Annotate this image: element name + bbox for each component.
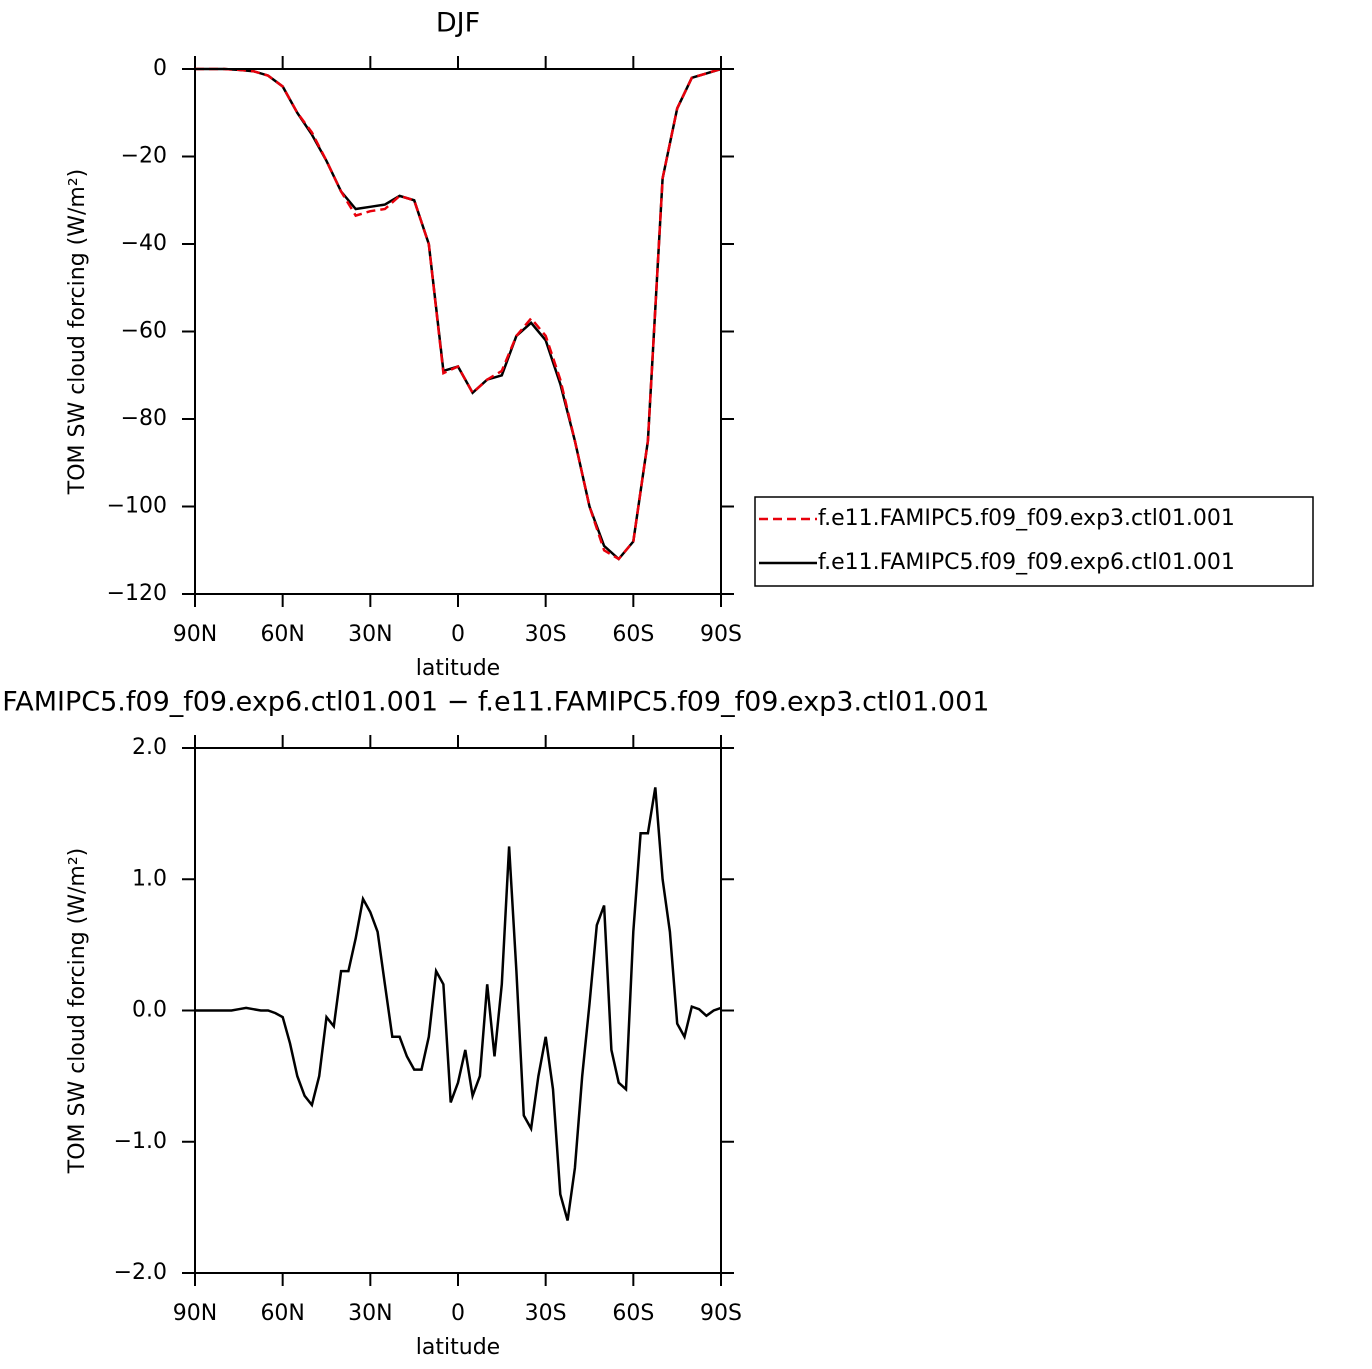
y-tick-label: −2.0 [114, 1260, 167, 1285]
y-tick-label: −80 [121, 406, 167, 431]
y-tick-label: −120 [107, 581, 167, 606]
x-axis-label: latitude [416, 656, 500, 681]
y-axis-label: TOM SW cloud forcing (W/m²) [65, 848, 90, 1174]
x-tick-label: 30N [348, 622, 392, 647]
legend-label: f.e11.FAMIPC5.f09_f09.exp6.ctl01.001 [818, 550, 1235, 575]
data-line [195, 787, 722, 1221]
x-tick-label: 90S [700, 622, 742, 647]
chart-title: DJF [436, 8, 480, 39]
x-tick-label: 0 [451, 1301, 465, 1326]
y-tick-label: 0.0 [132, 998, 167, 1023]
chart-title: f.e11.FAMIPC5.f09_f09.exp6.ctl01.001 − f… [0, 687, 989, 718]
legend-box [754, 496, 1314, 587]
x-tick-label: 30S [525, 1301, 567, 1326]
x-tick-label: 60S [612, 1301, 654, 1326]
x-tick-label: 30N [348, 1301, 392, 1326]
x-tick-label: 60N [260, 622, 304, 647]
x-tick-label: 90S [700, 1301, 742, 1326]
x-tick-label: 60N [260, 1301, 304, 1326]
x-tick-label: 90N [173, 1301, 217, 1326]
legend-label: f.e11.FAMIPC5.f09_f09.exp3.ctl01.001 [818, 506, 1235, 531]
x-tick-label: 60S [612, 622, 654, 647]
x-axis-label: latitude [416, 1335, 500, 1360]
y-tick-label: 1.0 [132, 866, 167, 891]
y-tick-label: 2.0 [132, 735, 167, 760]
y-tick-label: −100 [107, 494, 167, 519]
y-axis-label: TOM SW cloud forcing (W/m²) [65, 169, 90, 495]
y-tick-label: −1.0 [114, 1129, 167, 1154]
x-tick-label: 90N [173, 622, 217, 647]
x-tick-label: 0 [451, 622, 465, 647]
y-tick-label: 0 [153, 56, 167, 81]
y-tick-label: −20 [121, 144, 167, 169]
y-tick-label: −40 [121, 231, 167, 256]
plot-frame [194, 747, 722, 1274]
plot-frame [194, 68, 722, 595]
x-tick-label: 30S [525, 622, 567, 647]
data-line [195, 67, 722, 561]
y-tick-label: −60 [121, 319, 167, 344]
